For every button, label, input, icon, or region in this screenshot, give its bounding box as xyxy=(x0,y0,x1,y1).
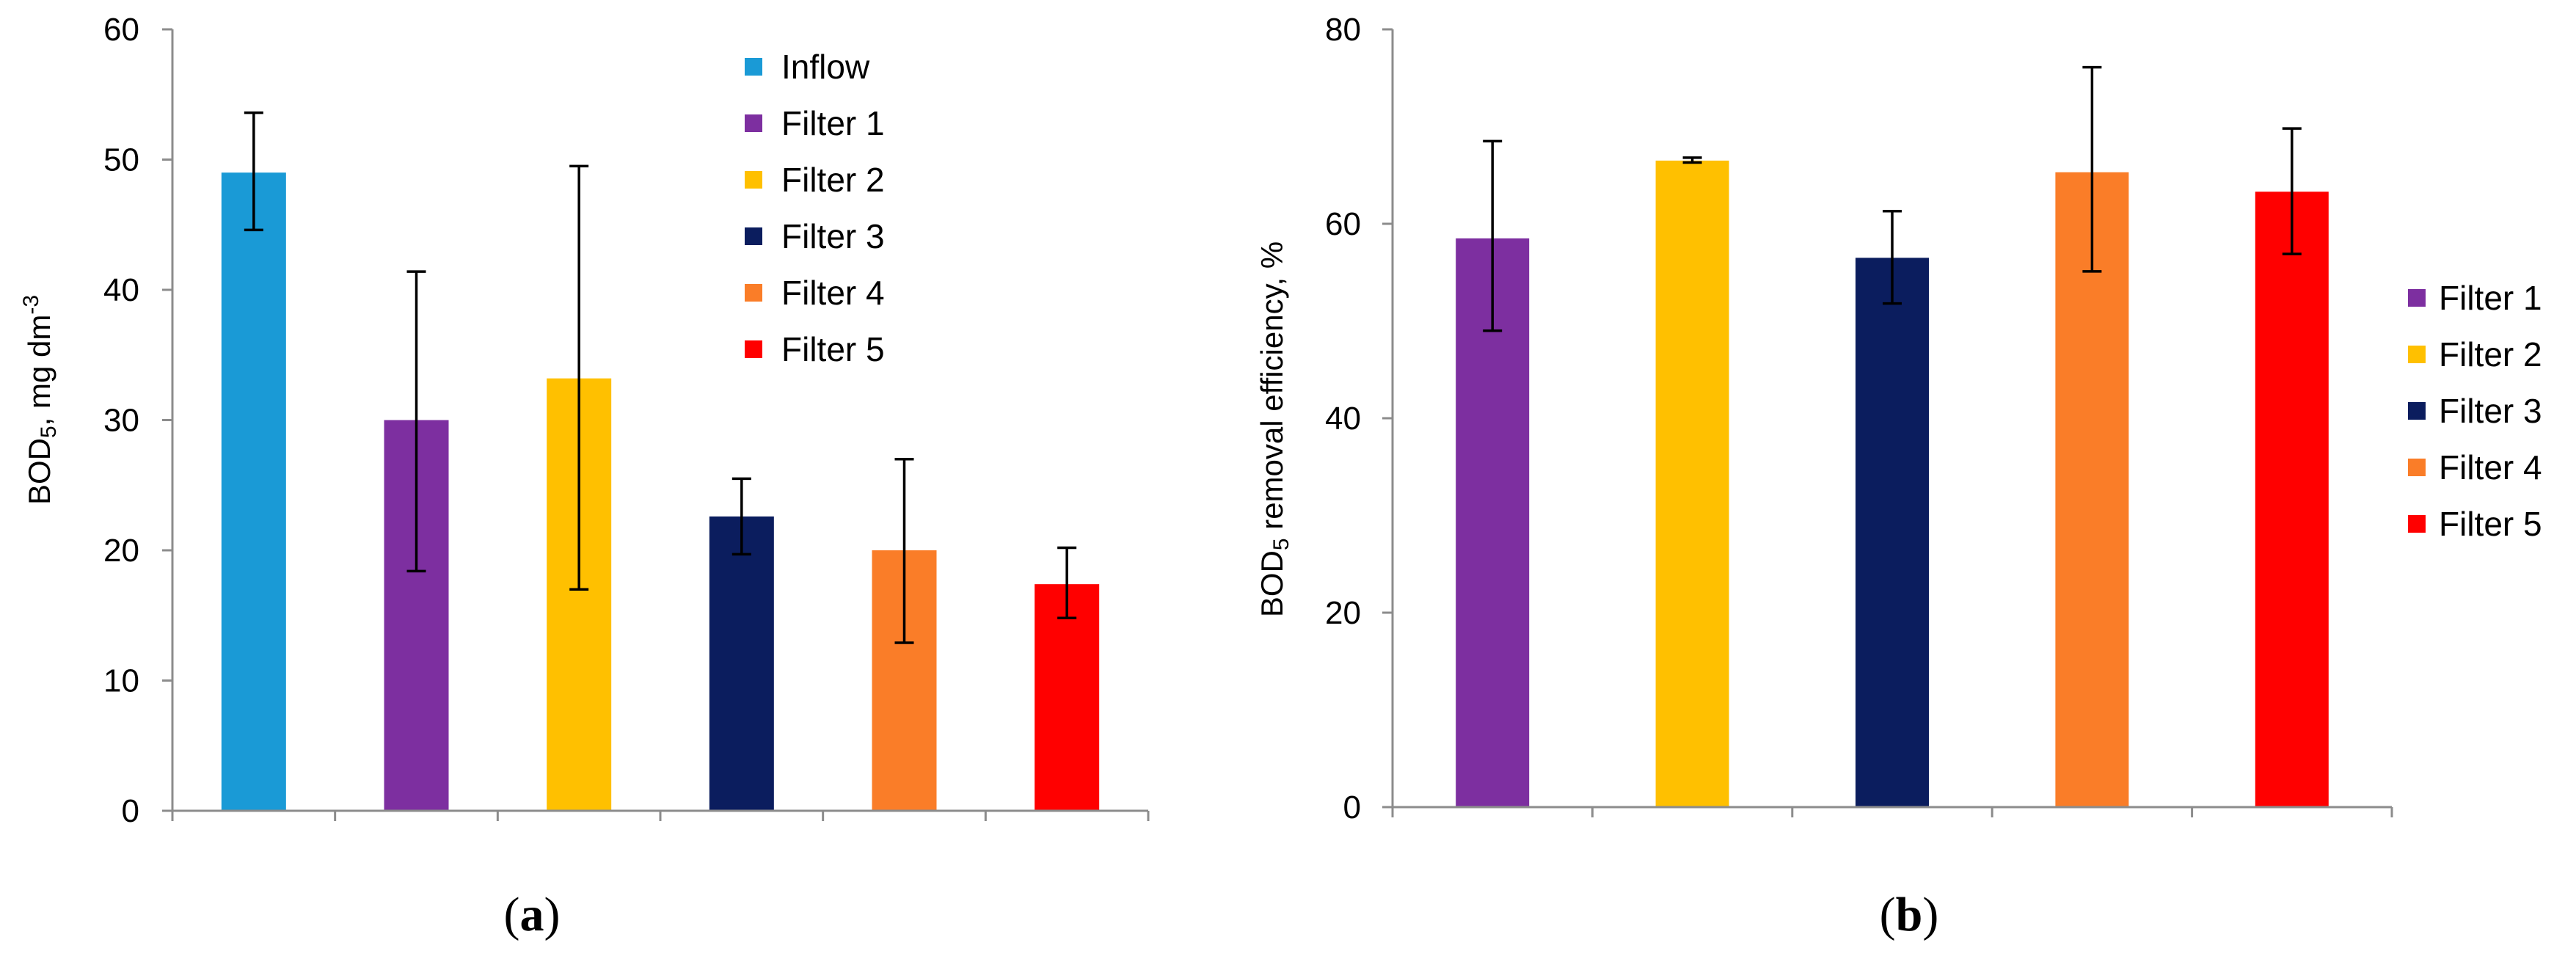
legend-label: Filter 3 xyxy=(781,217,885,255)
error-bar-filter-2 xyxy=(569,164,589,591)
y-tick-label: 20 xyxy=(1325,595,1361,631)
legend-swatch xyxy=(2408,459,2426,476)
y-axis-label-subscript: 5 xyxy=(1269,538,1294,550)
legend-item: Filter 3 xyxy=(2408,392,2542,430)
y-tick-label: 0 xyxy=(1343,790,1361,825)
y-tick-label: 60 xyxy=(1325,206,1361,242)
error-bar-filter-1 xyxy=(1483,139,1503,332)
y-axis-label-superscript: -3 xyxy=(19,295,43,315)
y-tick-label: 40 xyxy=(103,272,139,308)
legend-swatch xyxy=(2408,289,2426,307)
legend-item: Inflow xyxy=(745,48,870,86)
axes xyxy=(162,28,1150,821)
y-tick-label: 10 xyxy=(103,663,139,699)
y-tick-label: 50 xyxy=(103,142,139,178)
panel-label-close: ) xyxy=(544,888,561,941)
bar-filter-4 xyxy=(2055,172,2129,807)
bar-inflow xyxy=(221,172,286,811)
axes xyxy=(1382,28,2393,817)
y-tick-label: 0 xyxy=(122,793,139,829)
chart-panel-b: 0 20 40 60 80 BOD5 removal efficiency, % Fil… xyxy=(1255,12,2542,941)
y-tick-label: 80 xyxy=(1325,12,1361,48)
legend-item: Filter 1 xyxy=(745,104,885,142)
error-bar-filter-5 xyxy=(1057,546,1077,620)
legend-label: Filter 2 xyxy=(2439,335,2542,373)
error-bar-filter-2 xyxy=(1682,156,1702,164)
legend-swatch xyxy=(745,284,762,302)
legend-label: Filter 4 xyxy=(781,274,885,312)
legend-swatch xyxy=(745,171,762,189)
legend-label: Filter 1 xyxy=(2439,279,2542,317)
error-bar-filter-3 xyxy=(1883,210,1902,305)
legend: Inflow Filter 1 Filter 2 Filter 3 Filter 4 Fi… xyxy=(745,48,885,368)
legend-label: Filter 3 xyxy=(2439,392,2542,430)
panel-label-open: ( xyxy=(1880,888,1896,941)
y-tick-label: 60 xyxy=(103,12,139,48)
y-tick-labels: 0 20 40 60 80 xyxy=(1325,12,1361,825)
legend-swatch xyxy=(745,227,762,245)
legend-label: Inflow xyxy=(781,48,870,86)
legend-swatch xyxy=(745,58,762,76)
bar-group xyxy=(221,172,1100,811)
legend-item: Filter 5 xyxy=(2408,505,2542,543)
error-bar-filter-3 xyxy=(731,477,751,556)
chart-panel-a: 0 10 20 30 40 50 60 BOD5, mg dm-3 Inflow Filter… xyxy=(19,12,1150,941)
error-bar-inflow xyxy=(244,111,263,232)
legend-swatch xyxy=(2408,346,2426,363)
y-axis-label-unit: removal efficiency, % xyxy=(1255,241,1289,539)
legend-label: Filter 5 xyxy=(781,330,885,368)
y-axis-label-unit: , mg dm xyxy=(22,315,56,426)
error-bar-group xyxy=(244,111,1077,644)
legend-item: Filter 2 xyxy=(745,161,885,199)
bar-filter-5 xyxy=(2255,192,2329,807)
panel-label-letter: b xyxy=(1896,888,1923,941)
legend: Filter 1 Filter 2 Filter 3 Filter 4 Filter 5 xyxy=(2408,279,2542,543)
legend-swatch xyxy=(2408,515,2426,533)
legend-item: Filter 5 xyxy=(745,330,885,368)
legend-item: Filter 1 xyxy=(2408,279,2542,317)
legend-item: Filter 3 xyxy=(745,217,885,255)
legend-swatch xyxy=(745,340,762,358)
legend-label: Filter 1 xyxy=(781,104,885,142)
error-bar-filter-4 xyxy=(894,458,914,644)
bar-filter-2 xyxy=(1655,160,1729,807)
panel-label-a: (a) xyxy=(504,888,561,941)
legend-label: Filter 5 xyxy=(2439,505,2542,543)
y-tick-label: 40 xyxy=(1325,401,1361,437)
panel-label-letter: a xyxy=(520,888,544,941)
legend-item: Filter 2 xyxy=(2408,335,2542,373)
legend-swatch xyxy=(2408,402,2426,420)
bar-filter-3 xyxy=(1856,258,1929,807)
error-bar-filter-1 xyxy=(406,270,426,573)
error-bar-filter-5 xyxy=(2282,127,2302,255)
bar-filter-1 xyxy=(1456,238,1530,807)
error-bar-filter-4 xyxy=(2082,65,2102,273)
y-tick-label: 20 xyxy=(103,533,139,569)
y-axis-label: BOD5 removal efficiency, % xyxy=(1255,241,1294,617)
y-tick-label: 30 xyxy=(103,403,139,439)
error-bar-group xyxy=(1483,65,2302,332)
panel-label-b: (b) xyxy=(1880,888,1939,941)
y-axis-label: BOD5, mg dm-3 xyxy=(19,295,61,505)
y-axis-label-main: BOD xyxy=(22,438,56,505)
bar-filter-5 xyxy=(1035,584,1100,811)
legend-swatch xyxy=(745,114,762,132)
y-tick-labels: 0 10 20 30 40 50 60 xyxy=(103,12,139,829)
bar-group xyxy=(1456,160,2329,807)
panel-label-open: ( xyxy=(504,888,520,941)
legend-label: Filter 2 xyxy=(781,161,885,199)
y-axis-label-subscript: 5 xyxy=(37,426,61,438)
legend-item: Filter 4 xyxy=(2408,448,2542,486)
panel-label-close: ) xyxy=(1922,888,1938,941)
bar-filter-3 xyxy=(709,516,774,811)
legend-label: Filter 4 xyxy=(2439,448,2542,486)
legend-item: Filter 4 xyxy=(745,274,885,312)
y-axis-label-main: BOD xyxy=(1255,550,1289,617)
